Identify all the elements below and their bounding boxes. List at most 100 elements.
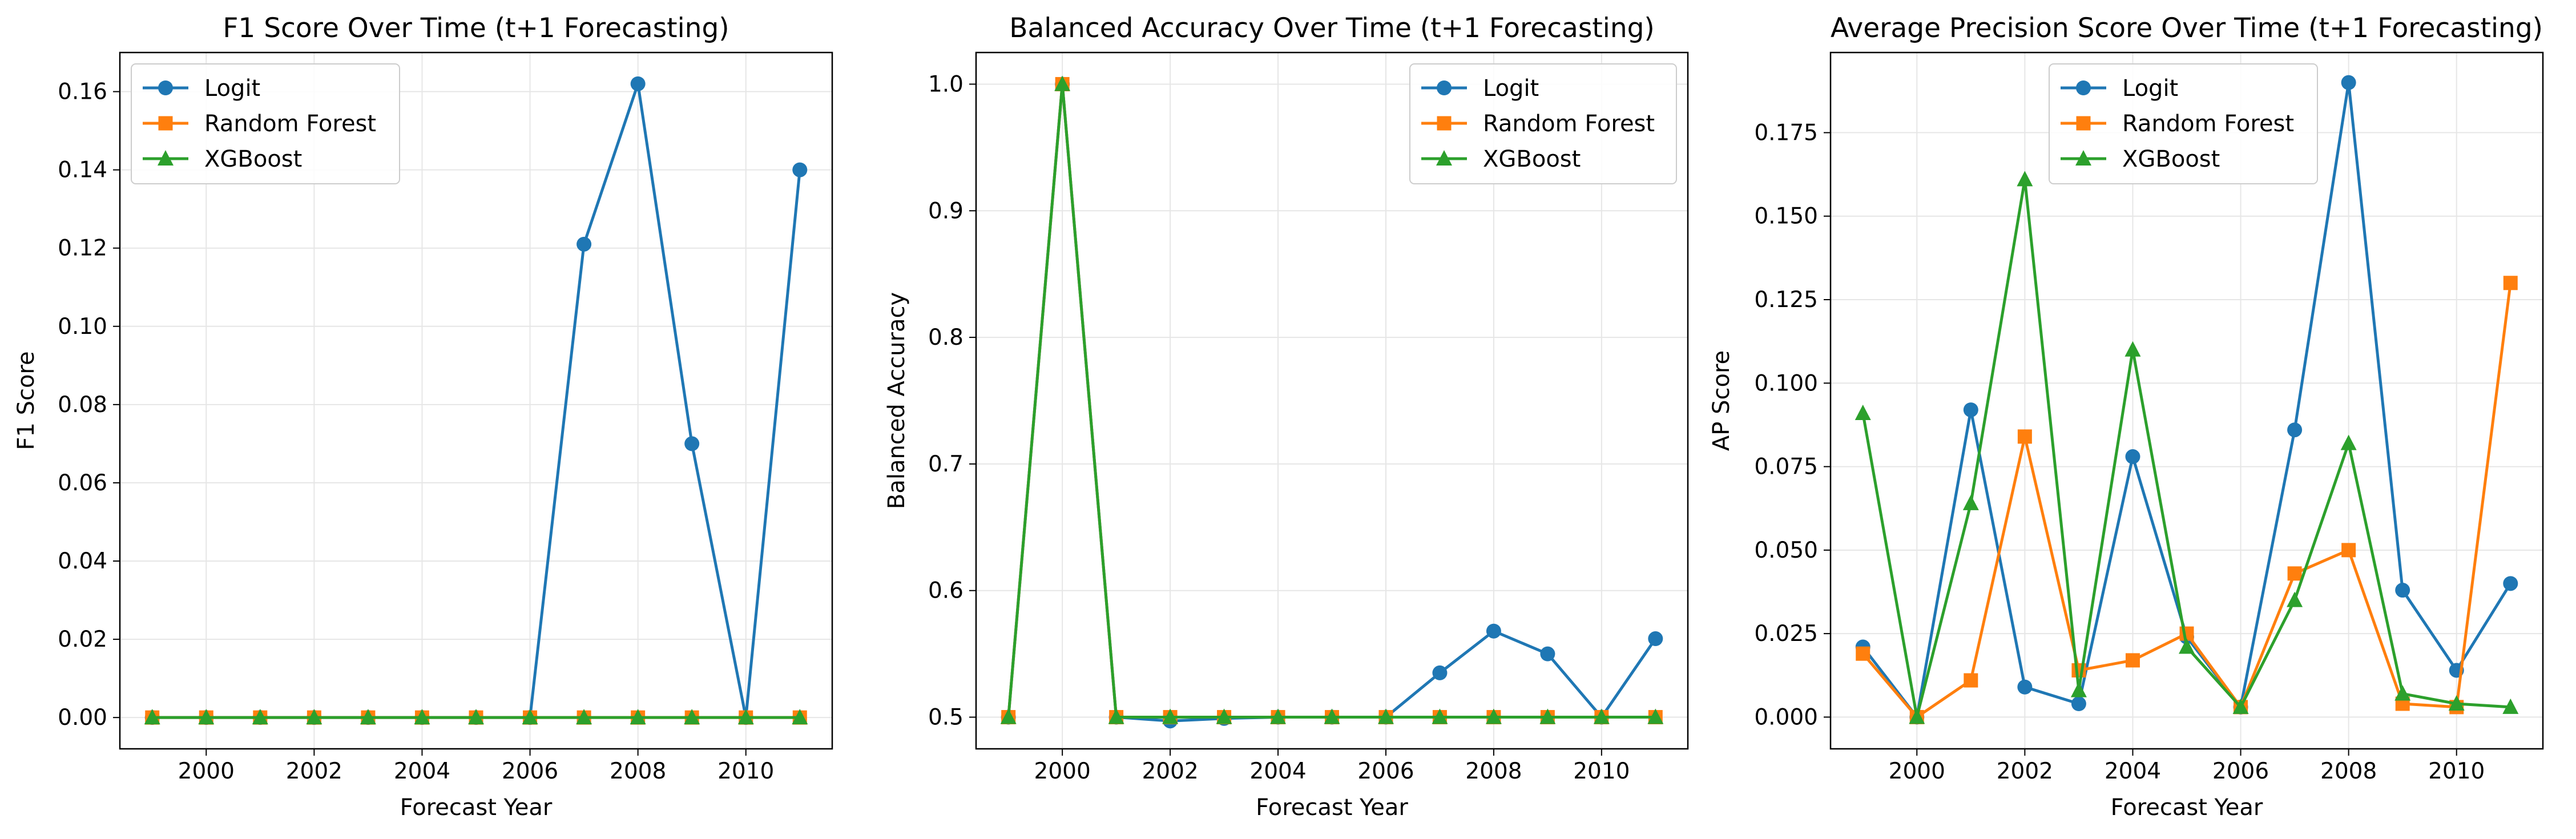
y-tick-label: 0.04 <box>58 548 107 574</box>
x-tick-label: 2004 <box>394 759 450 784</box>
x-tick-label: 2002 <box>286 759 342 784</box>
legend-swatch-marker-logit <box>1437 80 1452 95</box>
data-point-logit <box>2395 583 2410 598</box>
chart-title: Balanced Accuracy Over Time (t+1 Forecas… <box>1009 13 1655 44</box>
x-tick-label: 2008 <box>2320 759 2377 784</box>
x-axis-label: Forecast Year <box>1256 794 1408 821</box>
chart-panel-1: 2000 2002 2004 2006 2008 2010 0.00 0.02 0.04 0.06… <box>13 13 833 821</box>
data-point-random-forest <box>2125 653 2140 668</box>
data-point-xgboost <box>1054 75 1071 91</box>
plot-frame <box>975 51 1689 750</box>
y-tick-label: 0.7 <box>928 451 964 477</box>
data-point-xgboost <box>306 709 322 725</box>
legend-swatch-marker-xgboost <box>158 150 174 166</box>
data-point-xgboost <box>1647 708 1664 724</box>
legend-label-random-forest: Random Forest <box>1483 111 1655 137</box>
y-axis-label: F1 Score <box>13 351 39 450</box>
data-point-xgboost <box>2502 698 2519 714</box>
data-point-xgboost <box>2017 171 2033 187</box>
data-point-xgboost <box>1593 708 1610 724</box>
data-point-logit <box>630 76 646 91</box>
legend-swatch-marker-logit <box>158 80 173 95</box>
chart-panel-2: 2000 2002 2004 2006 2008 2010 0.5 0.6 0.7 0.8 0.9 1… <box>884 13 1689 821</box>
data-point-logit <box>2503 576 2518 591</box>
x-tick-label: 2006 <box>2212 759 2269 784</box>
legend-box <box>131 63 400 184</box>
data-point-random-forest <box>1856 646 1870 661</box>
y-tick-label: 0.08 <box>58 392 107 418</box>
x-tick-label: 2010 <box>1573 759 1630 784</box>
data-point-xgboost <box>1216 708 1232 724</box>
data-point-xgboost <box>2340 434 2357 450</box>
data-point-random-forest <box>2503 276 2518 291</box>
legend-label-xgboost: XGBoost <box>2122 146 2220 172</box>
data-point-xgboost <box>522 709 538 725</box>
legend-label-logit: Logit <box>1483 75 1539 102</box>
legend: Logit Random Forest XGBoost <box>1409 63 1677 184</box>
y-tick-label: 0.02 <box>58 627 107 652</box>
data-point-xgboost <box>2287 591 2303 607</box>
plot-frame <box>119 51 833 750</box>
data-point-xgboost <box>792 709 808 725</box>
data-point-xgboost <box>737 709 754 725</box>
y-tick-label: 0.16 <box>58 79 107 105</box>
y-tick-label: 0.025 <box>1754 621 1818 647</box>
data-point-xgboost <box>2394 685 2411 701</box>
data-point-xgboost <box>2125 341 2141 357</box>
x-tick-label: 2010 <box>717 759 774 784</box>
data-point-random-forest <box>2179 626 2194 641</box>
x-tick-label: 2004 <box>1249 759 1306 784</box>
y-tick-label: 0.100 <box>1754 370 1818 396</box>
legend-swatch-marker-xgboost <box>1436 150 1452 166</box>
data-point-logit <box>2125 449 2140 465</box>
chart-title: Average Precision Score Over Time (t+1 F… <box>1831 13 2543 44</box>
legend-swatch-marker-random-forest <box>158 116 173 131</box>
data-point-xgboost <box>414 709 430 725</box>
legend-label-random-forest: Random Forest <box>204 111 376 137</box>
data-point-xgboost <box>2179 638 2195 654</box>
x-tick-label: 2008 <box>610 759 666 784</box>
y-tick-label: 0.8 <box>928 325 964 350</box>
y-tick-label: 0.050 <box>1754 538 1818 563</box>
y-tick-label: 0.6 <box>928 578 964 604</box>
y-tick-label: 0.10 <box>58 314 107 340</box>
data-point-xgboost <box>1909 708 1925 724</box>
data-point-xgboost <box>1962 494 1979 510</box>
data-point-xgboost <box>684 709 700 725</box>
legend: Logit Random Forest XGBoost <box>131 63 400 184</box>
data-point-logit <box>577 236 592 252</box>
legend-swatch-marker-xgboost <box>2075 150 2091 166</box>
data-point-xgboost <box>2070 681 2087 697</box>
x-tick-label: 2010 <box>2428 759 2485 784</box>
data-point-logit <box>684 436 700 451</box>
data-point-logit <box>1486 623 1501 639</box>
y-tick-label: 0.06 <box>58 470 107 496</box>
data-point-xgboost <box>144 709 160 725</box>
x-tick-label: 2006 <box>502 759 558 784</box>
data-point-xgboost <box>1377 708 1394 724</box>
data-point-logit <box>2341 75 2356 90</box>
y-tick-label: 0.175 <box>1754 120 1818 146</box>
plot-frame <box>1829 51 2544 750</box>
data-point-xgboost <box>1000 708 1017 724</box>
data-point-logit <box>2071 696 2086 712</box>
y-tick-label: 0.9 <box>928 198 964 224</box>
data-point-xgboost <box>1324 708 1340 724</box>
y-tick-label: 0.14 <box>58 158 107 183</box>
legend-label-logit: Logit <box>2122 75 2178 102</box>
legend-swatch-marker-random-forest <box>2076 116 2091 131</box>
x-axis-label: Forecast Year <box>2111 794 2263 821</box>
x-tick-label: 2002 <box>1142 759 1198 784</box>
y-tick-label: 0.000 <box>1754 704 1818 730</box>
legend-label-logit: Logit <box>204 75 260 102</box>
y-axis-label: Balanced Accuracy <box>884 292 910 509</box>
data-point-logit <box>2017 679 2033 695</box>
data-point-xgboost <box>576 709 592 725</box>
data-point-logit <box>1648 631 1663 647</box>
x-tick-label: 2000 <box>178 759 235 784</box>
data-point-xgboost <box>2448 695 2465 711</box>
legend-box <box>2049 63 2318 184</box>
x-tick-label: 2000 <box>1889 759 1945 784</box>
legend-label-xgboost: XGBoost <box>204 146 302 172</box>
